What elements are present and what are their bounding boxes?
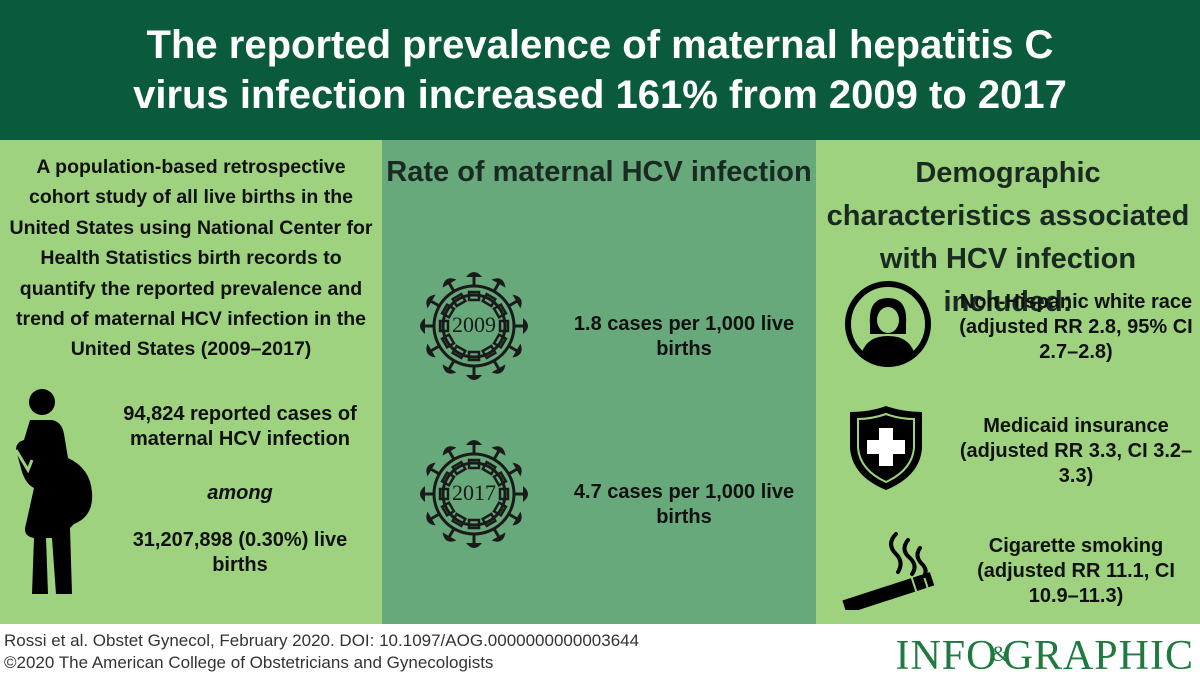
copyright-text: ©2020 The American College of Obstetrici…	[4, 653, 494, 672]
logo-ampersand: &	[991, 641, 1009, 666]
study-panel: A population-based retrospective cohort …	[0, 140, 382, 624]
citation-block: Rossi et al. Obstet Gynecol, February 20…	[4, 630, 639, 674]
reported-cases: 94,824 reported cases of maternal HCV in…	[123, 403, 357, 450]
logo-part2: GRAPHIC	[1002, 633, 1194, 679]
pregnant-woman-icon	[14, 389, 93, 594]
demographic-smoking: Cigarette smoking (adjusted RR 11.1, CI …	[977, 535, 1175, 607]
study-description: A population-based retrospective cohort …	[9, 156, 373, 361]
rate-2009: 1.8 cases per 1,000 live births	[573, 313, 795, 360]
cigarette-icon	[842, 532, 935, 610]
live-births-count: 31,207,898 (0.30%) live births	[132, 529, 348, 576]
infographic-logo: INFO&GRAPHIC	[895, 632, 1194, 680]
header-banner: The reported prevalence of maternal hepa…	[0, 0, 1200, 140]
footer: Rossi et al. Obstet Gynecol, February 20…	[0, 624, 1200, 681]
rate-title: Rate of maternal HCV infection	[386, 156, 812, 188]
citation-text: Rossi et al. Obstet Gynecol, February 20…	[4, 631, 640, 650]
year-2009-label: 2009	[452, 312, 496, 337]
woman-avatar-icon	[845, 281, 931, 367]
rate-2017: 4.7 cases per 1,000 live births	[573, 481, 795, 528]
demographic-insurance: Medicaid insurance (adjusted RR 3.3, CI …	[959, 415, 1193, 487]
year-2017-label: 2017	[452, 480, 496, 505]
among-label: among	[207, 482, 273, 504]
medical-shield-icon	[850, 406, 922, 490]
demographics-panel: Demographic characteristics associated w…	[816, 140, 1200, 624]
logo-part1: INFO	[895, 633, 998, 679]
demographic-race: Non-Hispanic white race (adjusted RR 2.8…	[959, 291, 1193, 363]
demographics-title: Demographic characteristics associated w…	[826, 157, 1190, 318]
rate-panel: Rate of maternal HCV infection 2009 1.8 …	[382, 140, 816, 624]
virus-icon	[420, 440, 528, 548]
page-title: The reported prevalence of maternal hepa…	[133, 23, 1067, 117]
virus-icon	[420, 272, 528, 380]
